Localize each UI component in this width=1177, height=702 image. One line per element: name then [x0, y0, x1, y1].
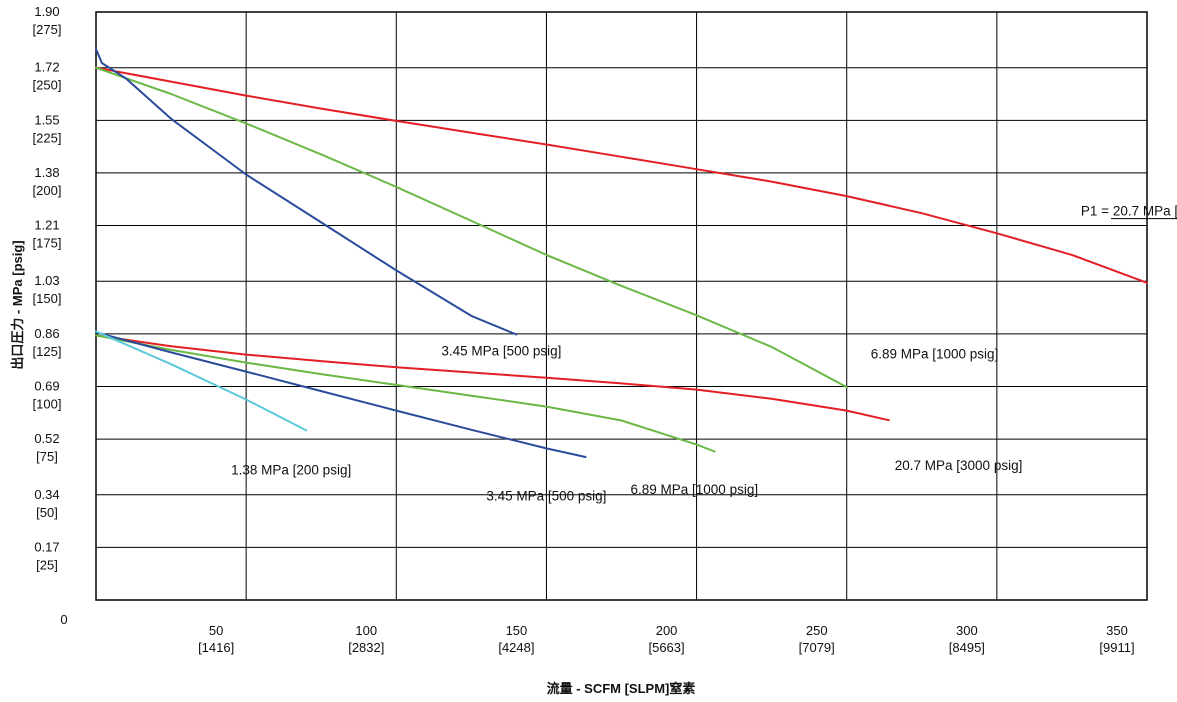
series-line-3: [95, 334, 890, 422]
y-tick-sublabel: [200]: [33, 183, 62, 198]
x-tick-sublabel: [2832]: [348, 640, 384, 655]
series-label-3: 20.7 MPa [3000 psig]: [895, 458, 1023, 473]
y-tick-sublabel: [150]: [33, 291, 62, 306]
y-tick-sublabel: [250]: [33, 78, 62, 93]
x-tick-label: 150: [506, 623, 528, 638]
series-label-4: 6.89 MPa [1000 psig]: [631, 482, 759, 497]
y-tick-label: 0.17: [34, 539, 59, 554]
y-tick-label: 1.03: [34, 273, 59, 288]
y-tick-sublabel: [225]: [33, 130, 62, 145]
y-axis-title: 出口圧力 - MPa [psig]: [10, 240, 25, 369]
x-tick-sublabel: [5663]: [648, 640, 684, 655]
series-line-0: [95, 66, 1148, 284]
annotation-layer: P1 = 20.7 MPa [3000 psig] 6.89 MPa [1000 …: [231, 204, 1177, 503]
y-tick-sublabel: [25]: [36, 557, 58, 572]
x-axis-title: 流量 - SCFM [SLPM]窒素: [547, 681, 696, 696]
tick-layer: 0 0.17 [25] 0.34 [50] 0.52 [75] 0.69 [100] 0.86 [1…: [33, 4, 1135, 655]
series-layer: [95, 48, 1148, 458]
y-tick-label: 1.21: [34, 218, 59, 233]
y-tick-sublabel: [275]: [33, 22, 62, 37]
series-label-5: 3.45 MPa [500 psig]: [486, 488, 606, 503]
x-tick-label: 350: [1106, 623, 1128, 638]
series-label-1: 6.89 MPa [1000 psig]: [871, 347, 999, 362]
x-tick-sublabel: [8495]: [949, 640, 985, 655]
x-tick-sublabel: [7079]: [799, 640, 835, 655]
series-line-1: [95, 66, 848, 389]
series-line-6: [95, 330, 308, 432]
y-tick-label: 1.72: [34, 60, 59, 75]
series-line-5: [95, 331, 587, 458]
y-tick-label: 0.86: [34, 326, 59, 341]
grid-layer: [95, 11, 1148, 601]
y-tick-label: 0.69: [34, 378, 59, 393]
x-tick-sublabel: [4248]: [498, 640, 534, 655]
y-tick-label: 0: [60, 612, 67, 627]
y-tick-label: 1.55: [34, 112, 59, 127]
series-label-2: 3.45 MPa [500 psig]: [441, 344, 561, 359]
series-label-0: P1 = 20.7 MPa [3000 psig]: [1081, 204, 1177, 219]
series-line-4: [95, 334, 716, 453]
y-tick-label: 0.34: [34, 487, 59, 502]
x-tick-label: 300: [956, 623, 978, 638]
x-tick-label: 100: [355, 623, 377, 638]
x-tick-label: 250: [806, 623, 828, 638]
x-tick-label: 50: [209, 623, 223, 638]
y-tick-label: 0.52: [34, 431, 59, 446]
y-tick-label: 1.90: [34, 4, 59, 19]
y-tick-sublabel: [125]: [33, 344, 62, 359]
x-tick-sublabel: [9911]: [1099, 640, 1134, 655]
x-tick-label: 200: [656, 623, 678, 638]
series-line-2: [95, 48, 518, 336]
y-tick-sublabel: [50]: [36, 505, 58, 520]
y-tick-sublabel: [75]: [36, 449, 58, 464]
x-tick-sublabel: [1416]: [198, 640, 234, 655]
y-tick-label: 1.38: [34, 165, 59, 180]
y-tick-sublabel: [100]: [33, 396, 62, 411]
y-tick-sublabel: [175]: [33, 236, 62, 251]
series-label-6: 1.38 MPa [200 psig]: [231, 463, 351, 478]
plot-frame: [95, 11, 1148, 601]
